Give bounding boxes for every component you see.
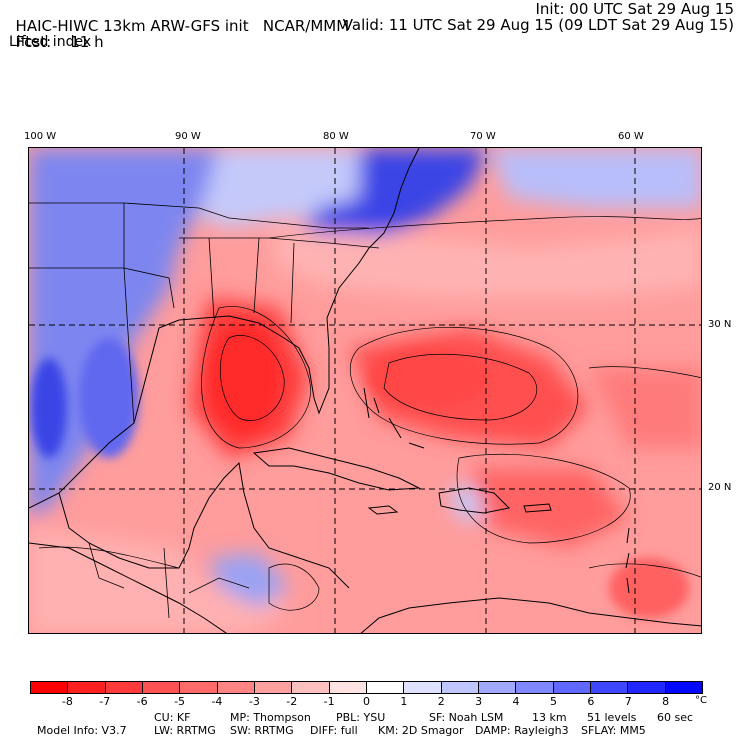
colorbar-swatch	[104, 682, 142, 693]
colorbar-swatch	[552, 682, 590, 693]
colorbar-tick-label: 8	[662, 695, 670, 708]
colorbar-tick-label: -8	[61, 695, 73, 708]
political-borders	[29, 202, 380, 619]
sw-scheme: SW: RRTMG	[230, 724, 294, 737]
colorbar-tick-label: 3	[475, 695, 483, 708]
lw-scheme: LW: RRTMG	[154, 724, 216, 737]
colorbar-tick-label: 4	[512, 695, 520, 708]
colorbar-tick-label: 1	[400, 695, 408, 708]
lon-label-90w: 90 W	[175, 131, 201, 142]
colorbar-tick-label: 2	[437, 695, 445, 708]
colorbar	[30, 681, 703, 694]
model-info-line1: Model Info: V3.7	[30, 711, 127, 737]
colorbar-swatch	[589, 682, 628, 693]
contours	[38, 216, 701, 611]
forecast-label: Fcst:	[15, 33, 52, 51]
colorbar-tick-label: -7	[99, 695, 111, 708]
colorbar-swatch	[365, 682, 404, 693]
colorbar-tick-label: -3	[248, 695, 260, 708]
colorbar-tick-label: -1	[323, 695, 335, 708]
colorbar-swatch	[67, 682, 105, 693]
colorbar-tick-label: -2	[286, 695, 298, 708]
forecast-hour: 11 h	[70, 33, 104, 51]
sflay-scheme: SFLAY: MM5	[581, 724, 646, 737]
colorbar-swatch	[31, 682, 68, 693]
colorbar-swatch	[477, 682, 516, 693]
lon-label-70w: 70 W	[470, 131, 496, 142]
colorbar-tick-label: 5	[549, 695, 557, 708]
colorbar-swatch	[141, 682, 180, 693]
timestep: 60 sec	[657, 711, 694, 724]
colorbar-unit: °C	[695, 695, 707, 706]
org-label: NCAR/MMM	[262, 17, 350, 35]
field-detail	[31, 323, 689, 618]
colorbar-swatch	[291, 682, 329, 693]
colorbar-swatch	[328, 682, 366, 693]
lat-lon-grid	[29, 148, 701, 633]
colorbar-tick-label: -5	[174, 695, 186, 708]
vertical-levels: 51 levels	[587, 711, 637, 724]
diff-scheme: DIFF: full	[310, 724, 358, 737]
colorbar-tick-label: 7	[624, 695, 632, 708]
valid-time: Valid: 11 UTC Sat 29 Aug 15 (09 LDT Sat …	[342, 16, 734, 34]
lat-label-30n: 30 N	[708, 319, 732, 330]
colorbar-swatch	[216, 682, 254, 693]
km-scheme: KM: 2D Smagor	[378, 724, 464, 737]
sf-scheme: SF: Noah LSM	[429, 711, 504, 724]
colorbar-swatch	[515, 682, 553, 693]
grid-spacing: 13 km	[532, 711, 567, 724]
colorbar-swatch	[179, 682, 217, 693]
lifted-index-map	[28, 147, 702, 634]
lon-label-60w: 60 W	[618, 131, 644, 142]
colorbar-tick-label: -6	[136, 695, 148, 708]
damp-scheme: DAMP: Rayleigh3	[475, 724, 569, 737]
coastlines	[29, 148, 701, 633]
colorbar-tick-label: -4	[211, 695, 223, 708]
colorbar-swatch	[440, 682, 478, 693]
field-name: Lifted index	[9, 34, 92, 50]
model-version: Model Info: V3.7	[37, 724, 127, 737]
lon-label-100w: 100 W	[24, 131, 57, 142]
cu-scheme: CU: KF	[154, 711, 191, 724]
colorbar-swatch	[403, 682, 441, 693]
pbl-scheme: PBL: YSU	[336, 711, 386, 724]
colorbar-swatch	[664, 682, 702, 693]
lon-label-80w: 80 W	[323, 131, 349, 142]
colorbar-swatch	[253, 682, 292, 693]
colorbar-swatch	[627, 682, 665, 693]
model-title: HAIC-HIWC 13km ARW-GFS init	[15, 17, 249, 35]
map-canvas	[29, 148, 701, 633]
colorbar-tick-label: 0	[363, 695, 370, 708]
init-time: Init: 00 UTC Sat 29 Aug 15	[535, 0, 734, 18]
lat-label-20n: 20 N	[708, 482, 732, 493]
mp-scheme: MP: Thompson	[230, 711, 311, 724]
colorbar-tick-label: 6	[587, 695, 595, 708]
